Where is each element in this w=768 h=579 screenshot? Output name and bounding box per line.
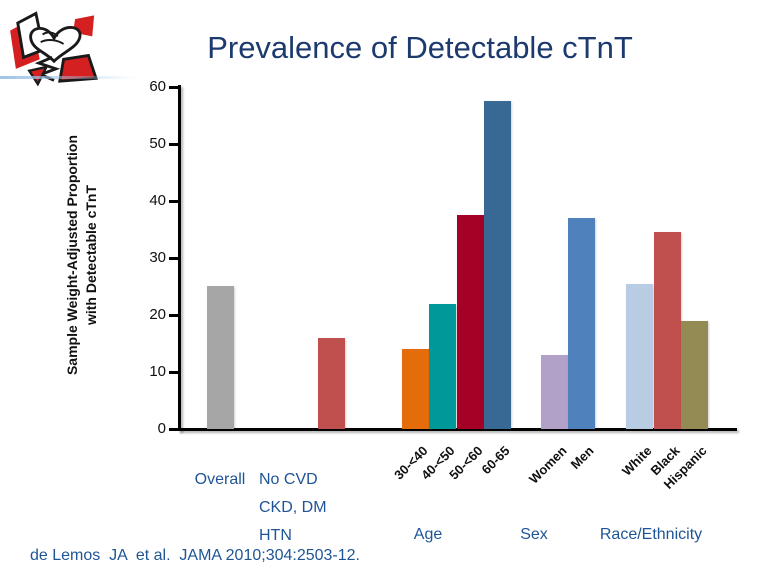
bar-no-cvd-ckd-dm-htn: [318, 338, 345, 429]
y-tick-mark-60: [169, 85, 178, 89]
bar-50-60: [457, 215, 484, 429]
y-tick-mark-30: [169, 256, 178, 260]
y-tick-label-60: 60: [149, 78, 166, 95]
bar-overall: [207, 286, 234, 429]
y-tick-label-0: 0: [157, 420, 166, 437]
y-tick-mark-20: [169, 313, 178, 317]
citation-text: de Lemos JA et al. JAMA 2010;304:2503-12…: [30, 547, 360, 564]
bar-black: [654, 232, 681, 429]
x-group-label-overall: Overall: [194, 471, 246, 488]
x-axis-line: [178, 428, 737, 431]
x-group-label-no-cvd: No CVD CKD, DM HTN: [259, 471, 327, 544]
logo-divider-line: [0, 76, 136, 79]
y-tick-mark-40: [169, 199, 178, 203]
x-group-label-sex: Sex: [520, 526, 548, 543]
heart-ecg-logo-icon: [10, 11, 98, 86]
y-tick-mark-0: [169, 427, 178, 431]
bar-40-50: [429, 304, 456, 429]
bar-white: [626, 284, 653, 429]
x-group-label-race-ethnicity: Race/Ethnicity: [599, 526, 703, 543]
y-tick-label-30: 30: [149, 249, 166, 266]
y-tick-label-10: 10: [149, 363, 166, 380]
y-axis-title: Sample Weight-Adjusted Proportion with D…: [64, 134, 99, 376]
y-tick-mark-50: [169, 142, 178, 146]
y-tick-label-20: 20: [149, 306, 166, 323]
x-group-label-age: Age: [413, 526, 443, 543]
y-axis-line: [178, 85, 181, 431]
y-tick-label-40: 40: [149, 192, 166, 209]
bar-60-65: [484, 101, 511, 429]
bar-men: [568, 218, 595, 429]
bar-women: [541, 355, 568, 429]
y-tick-mark-10: [169, 370, 178, 374]
bar-30-40: [402, 349, 429, 429]
bar-hispanic: [681, 321, 708, 429]
slide-title: Prevalence of Detectable cTnT: [207, 30, 633, 65]
y-tick-label-50: 50: [149, 135, 166, 152]
